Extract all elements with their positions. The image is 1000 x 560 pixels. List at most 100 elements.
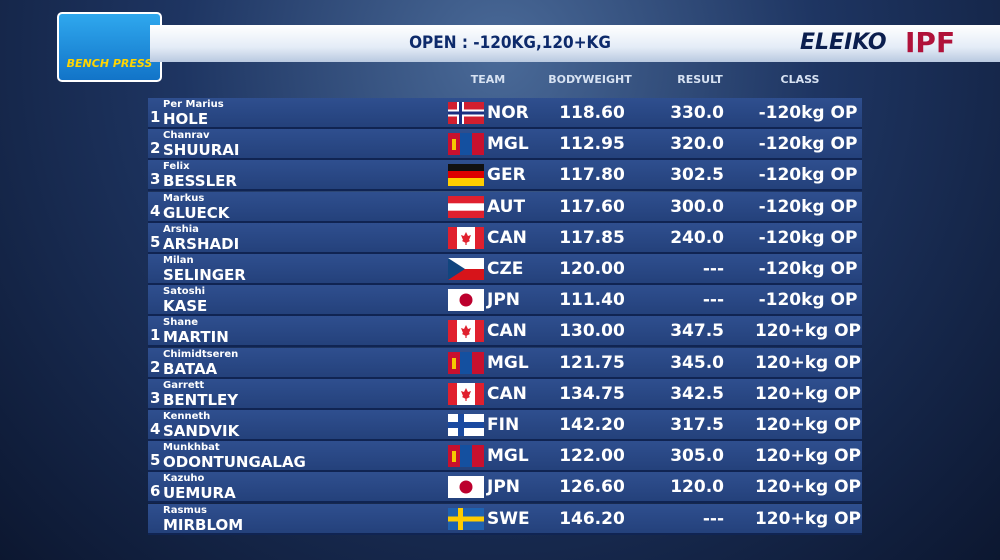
bodyweight: 111.40 (559, 290, 625, 311)
flag (448, 414, 484, 436)
table-row: 2 Chimidtseren BATAA MGL 121.75 345.0 120+kg O… (148, 347, 862, 379)
flag (448, 507, 484, 530)
table-row: 5 Munkhbat ODONTUNGALAG MGL 122.00 305.0 120+k… (148, 441, 862, 473)
first-name: Shane (163, 317, 198, 329)
flag (448, 382, 484, 405)
last-name: GLUECK (163, 203, 230, 222)
weight-class: 120+kg OP (754, 352, 862, 373)
last-name: UEMURA (163, 484, 236, 503)
first-name: Kenneth (163, 411, 211, 422)
rank: 3 (150, 170, 161, 189)
column-header: BODYWEIGHT (548, 73, 632, 86)
rank: 5 (150, 451, 161, 470)
result: 305.0 (670, 446, 724, 467)
last-name: MARTIN (163, 328, 229, 347)
weight-class: -120kg OP (758, 259, 858, 279)
result: 300.0 (670, 196, 724, 217)
bodyweight: 122.00 (559, 446, 625, 467)
weight-class: -120kg OP (758, 227, 858, 248)
team-code: SWE (487, 508, 530, 529)
result: 342.5 (670, 383, 724, 404)
rank: 2 (150, 139, 161, 158)
first-name: Milan (163, 255, 194, 266)
last-name: HOLE (163, 110, 209, 128)
last-name: SELINGER (163, 266, 246, 284)
team-code: MGL (487, 352, 529, 373)
bodyweight: 117.60 (559, 196, 625, 217)
team-code: FIN (487, 415, 520, 435)
column-header: RESULT (677, 73, 723, 86)
column-header: CLASS (780, 73, 820, 86)
rank: 2 (150, 357, 161, 376)
result: 330.0 (670, 103, 724, 123)
team-code: JPN (487, 477, 521, 498)
team-code: NOR (487, 103, 529, 123)
first-name: Kazuho (163, 473, 205, 485)
bodyweight: 146.20 (559, 508, 625, 529)
first-name: Chimidtseren (163, 348, 239, 360)
team-code: CAN (487, 227, 527, 248)
first-name: Satoshi (163, 286, 206, 298)
result: 317.5 (670, 415, 724, 435)
table-row: 4 Kenneth SANDVIK FIN 142.20 317.5 120+kg OP (148, 410, 862, 441)
weight-class: -120kg OP (758, 103, 858, 123)
table-row: 4 Markus GLUECK AUT 117.60 300.0 -120kg OP (148, 191, 862, 223)
result: --- (702, 259, 724, 279)
first-name: Chanrav (163, 130, 210, 142)
rank: 4 (150, 420, 161, 438)
result: 302.5 (670, 165, 724, 186)
team-code: GER (487, 165, 526, 186)
first-name: Munkhbat (163, 442, 220, 454)
rank: 3 (150, 388, 161, 407)
bodyweight: 120.00 (559, 259, 625, 279)
weight-class: 120+kg OP (754, 321, 862, 342)
table-row: 1 Per Marius HOLE NOR 118.60 330.0 -120kg OP (148, 98, 862, 129)
flag (448, 351, 484, 374)
bodyweight: 117.80 (559, 165, 625, 186)
team-code: CZE (487, 259, 524, 279)
last-name: BATAA (163, 359, 218, 378)
bodyweight: 117.85 (559, 227, 625, 248)
weight-class: 120+kg OP (754, 477, 862, 498)
weight-class: -120kg OP (758, 290, 858, 311)
last-name: MIRBLOM (163, 515, 244, 534)
first-name: Rasmus (163, 504, 207, 516)
bodyweight: 121.75 (559, 352, 625, 373)
flag (448, 258, 484, 280)
result: 345.0 (670, 352, 724, 373)
bodyweight: 134.75 (559, 383, 625, 404)
table-row: 6 Kazuho UEMURA JPN 126.60 120.0 120+kg OP (148, 472, 862, 504)
column-header: TEAM (470, 73, 506, 86)
weight-class: -120kg OP (758, 196, 858, 217)
bodyweight: 130.00 (559, 321, 625, 342)
table-row: Satoshi KASE JPN 111.40 --- -120kg OP (148, 285, 862, 317)
last-name: SHUURAI (163, 141, 240, 160)
flag (448, 476, 484, 499)
last-name: KASE (163, 297, 208, 316)
first-name: Garrett (163, 379, 205, 391)
result: 240.0 (670, 227, 724, 248)
header-title: OPEN : -120KG,120+KG (409, 33, 611, 53)
weight-class: 120+kg OP (754, 415, 862, 435)
flag (448, 289, 484, 312)
table-row: Milan SELINGER CZE 120.00 --- -120kg OP (148, 254, 862, 285)
bodyweight: 118.60 (559, 103, 625, 123)
rank: 1 (150, 108, 161, 126)
result: 320.0 (670, 134, 724, 155)
table-row: Rasmus MIRBLOM SWE 146.20 --- 120+kg OP (148, 503, 862, 535)
table-row: 3 Felix BESSLER GER 117.80 302.5 -120kg OP (148, 160, 862, 192)
header-bar (150, 25, 1000, 62)
result: 347.5 (670, 321, 724, 342)
team-code: CAN (487, 383, 527, 404)
team-code: CAN (487, 321, 527, 342)
flag (448, 102, 484, 124)
event-logo (57, 12, 162, 82)
team-code: AUT (487, 196, 526, 217)
team-code: MGL (487, 134, 529, 155)
first-name: Felix (163, 161, 190, 173)
bodyweight: 126.60 (559, 477, 625, 498)
weight-class: 120+kg OP (754, 446, 862, 467)
flag (448, 226, 484, 249)
table-row: 1 Shane MARTIN CAN 130.00 347.5 120+kg OP (148, 316, 862, 348)
